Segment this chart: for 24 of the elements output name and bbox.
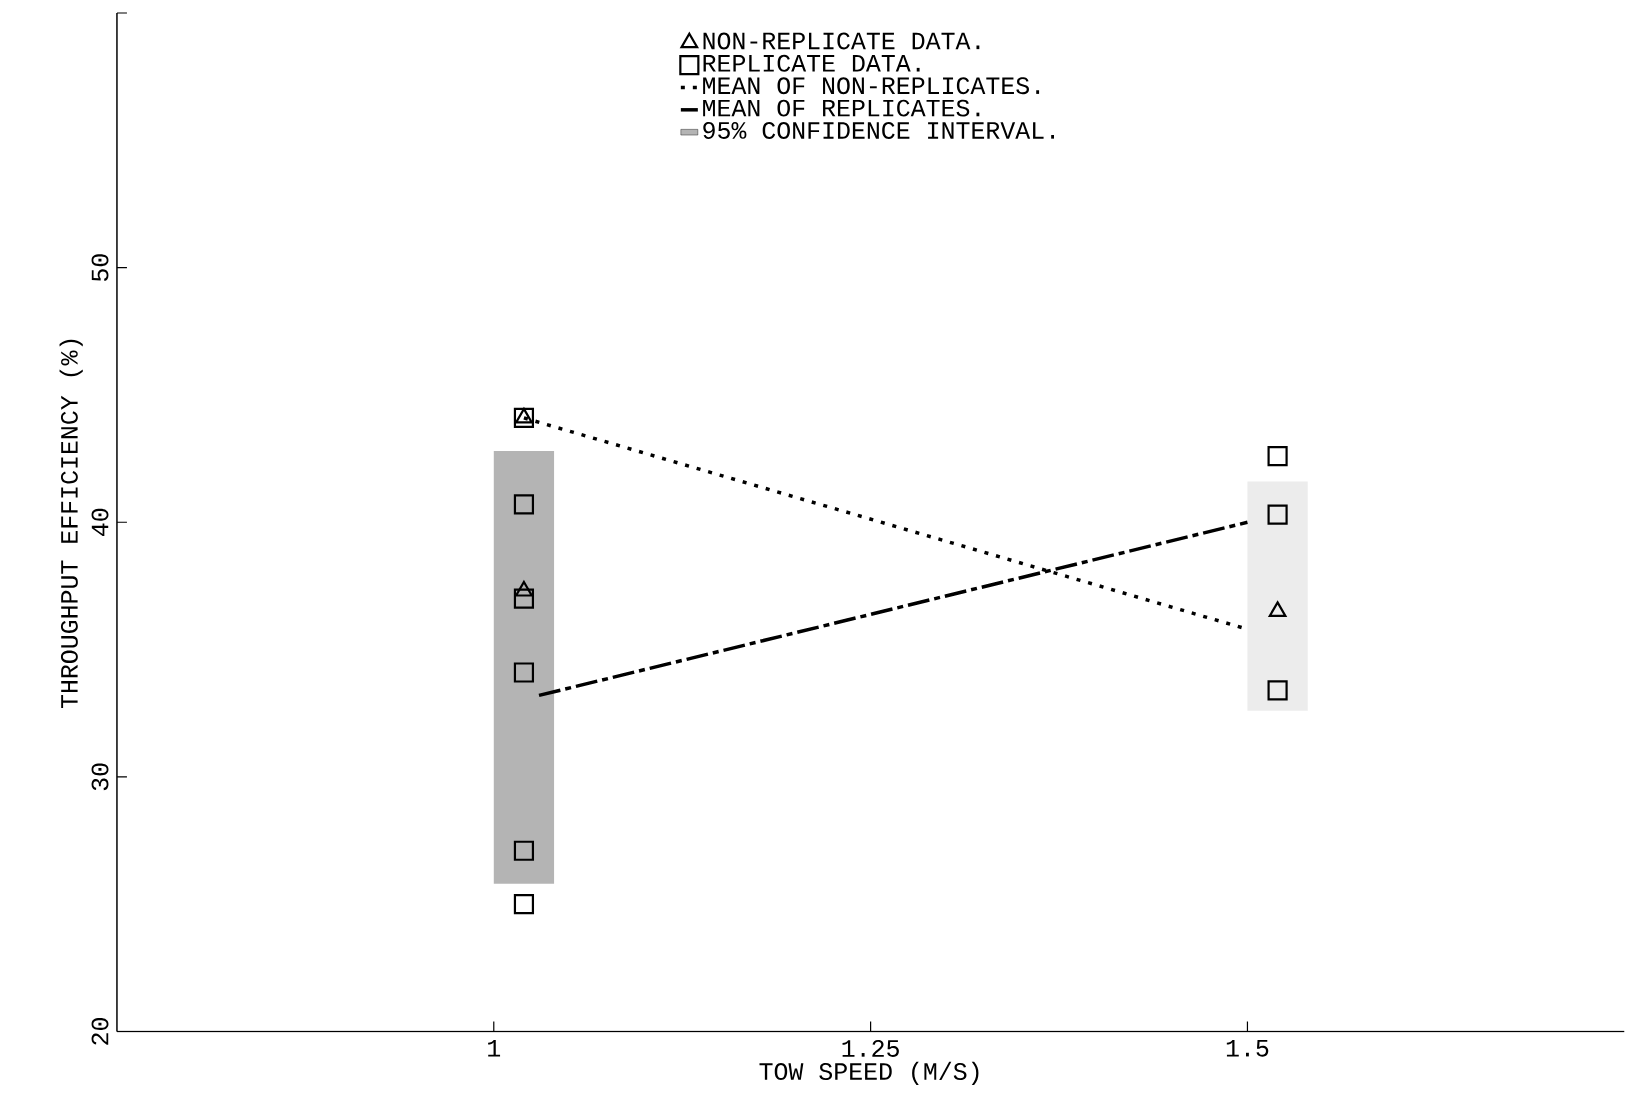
point [513, 494, 535, 515]
point [513, 893, 535, 915]
x-tick-label: 1 [488, 1039, 501, 1057]
point [1267, 679, 1288, 701]
x-tick-label: 1.25 [842, 1039, 899, 1057]
y-tick-label: 40 [91, 508, 109, 536]
legend-label: NON-REPLICATE DATA. [703, 32, 980, 50]
point [513, 588, 535, 609]
y-tick-label: 20 [91, 1017, 109, 1045]
y-axis-title: THROUGHPUT EFFICIENCY (%) [59, 339, 83, 708]
x-tick-label: 1.5 [1226, 1039, 1269, 1057]
point [513, 662, 535, 683]
point [515, 580, 533, 597]
legend-label: MEAN OF NON-REPLICATES. [703, 77, 1040, 94]
point [1267, 445, 1288, 466]
legend-label: MEAN OF REPLICATES. [703, 99, 980, 117]
y-tick-label: 50 [91, 254, 109, 281]
point [1267, 504, 1288, 525]
point [1268, 601, 1287, 617]
legend-label: REPLICATE DATA. [703, 54, 920, 72]
y-tick-label: 30 [91, 763, 109, 791]
x-axis-title: TOW SPEED (M/S) [759, 1061, 979, 1085]
point [513, 840, 535, 861]
legend-label: 95% CONFIDENCE INTERVAL. [703, 121, 1055, 139]
